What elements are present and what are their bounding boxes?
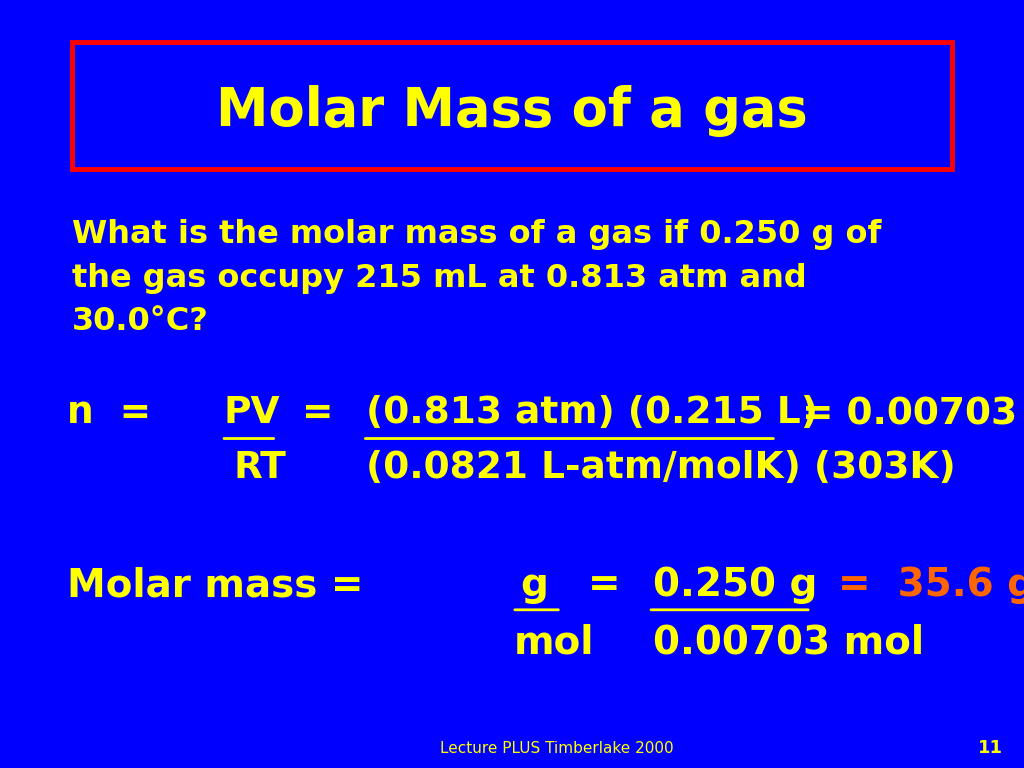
Text: RT: RT — [233, 451, 287, 486]
Text: = 0.00703 mol: = 0.00703 mol — [776, 396, 1024, 431]
Text: mol: mol — [514, 624, 595, 662]
Text: (0.0821 L-atm/molK) (303K): (0.0821 L-atm/molK) (303K) — [366, 451, 955, 486]
Text: =: = — [276, 396, 360, 431]
Text: =  35.6 g/mol: = 35.6 g/mol — [811, 566, 1024, 604]
Text: (0.813 atm) (0.215 L): (0.813 atm) (0.215 L) — [366, 396, 817, 431]
Text: g: g — [520, 566, 548, 604]
Text: Molar Mass of a gas: Molar Mass of a gas — [216, 85, 808, 137]
Text: 0.00703 mol: 0.00703 mol — [653, 624, 925, 662]
Text: Molar mass =: Molar mass = — [67, 566, 390, 604]
Text: 30.0°C?: 30.0°C? — [72, 306, 209, 337]
Text: What is the molar mass of a gas if 0.250 g of: What is the molar mass of a gas if 0.250… — [72, 219, 882, 250]
Text: =: = — [561, 566, 648, 604]
Text: the gas occupy 215 mL at 0.813 atm and: the gas occupy 215 mL at 0.813 atm and — [72, 263, 807, 293]
Text: n  =: n = — [67, 396, 177, 431]
Text: 0.250 g: 0.250 g — [653, 566, 818, 604]
Text: PV: PV — [223, 396, 280, 431]
FancyBboxPatch shape — [72, 42, 952, 169]
Text: 11: 11 — [978, 739, 1002, 757]
Text: Lecture PLUS Timberlake 2000: Lecture PLUS Timberlake 2000 — [440, 740, 674, 756]
